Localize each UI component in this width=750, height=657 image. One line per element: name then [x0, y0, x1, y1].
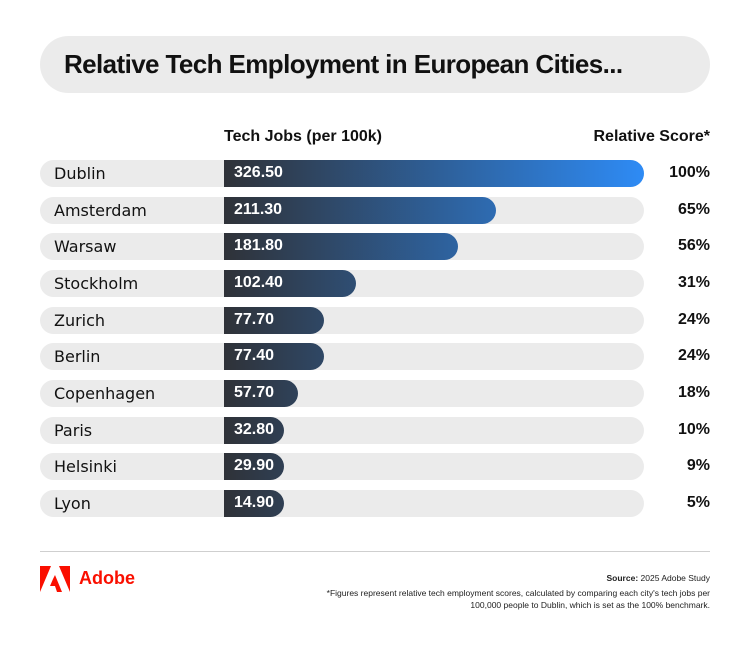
bar-value-label: 181.80: [234, 237, 283, 255]
relative-score-label: 65%: [677, 200, 710, 218]
bar-value-label: 102.40: [234, 274, 283, 291]
bar-track: [40, 306, 644, 334]
footer-divider: [40, 551, 710, 552]
bar-row: Stockholm 102.40 31%: [40, 270, 750, 297]
relative-score-label: 24%: [677, 347, 710, 365]
relative-score-label: 10%: [677, 420, 710, 438]
bar-track: [40, 416, 644, 444]
bar-row: Paris 32.80 10%: [40, 416, 750, 444]
brand-name: Adobe: [79, 568, 135, 588]
bar: 32.80: [224, 416, 284, 444]
title-banner: Relative Tech Employment in European Cit…: [40, 36, 710, 93]
bar: 77.40: [224, 343, 324, 371]
adobe-logo-icon: [40, 566, 70, 592]
city-label: Paris: [54, 420, 93, 440]
relative-score-label: 5%: [686, 494, 710, 512]
bar-value-label: 211.30: [234, 200, 283, 218]
bar-track: [40, 453, 644, 481]
bar: 77.70: [224, 306, 324, 334]
bar-value-label: 29.90: [234, 457, 275, 475]
relative-score-label: 9%: [686, 457, 710, 475]
bar-row: Dublin 326.50 100%: [40, 160, 750, 187]
relative-score-label: 31%: [677, 274, 710, 291]
city-label: Stockholm: [54, 274, 139, 293]
bar-value-label: 77.70: [234, 310, 275, 328]
bar: 211.30: [224, 196, 496, 224]
city-label: Berlin: [54, 347, 101, 367]
bar-value-label: 32.80: [234, 420, 275, 438]
footnote: *Figures represent relative tech employm…: [326, 588, 710, 610]
city-label: Copenhagen: [54, 384, 156, 404]
bar-track: [40, 380, 644, 408]
bar-row: Amsterdam 211.30 65%: [40, 196, 750, 224]
bar: 181.80: [224, 233, 458, 261]
bar-value-label: 57.70: [234, 384, 275, 402]
city-label: Amsterdam: [54, 200, 147, 220]
relative-score-label: 18%: [677, 384, 710, 402]
bar-row: Copenhagen 57.70 18%: [40, 380, 750, 408]
bar: 57.70: [224, 380, 299, 408]
bar: 29.90: [224, 453, 284, 481]
bar-row: Lyon 14.90 5%: [40, 490, 750, 518]
bar-row: Zurich 77.70 24%: [40, 306, 750, 334]
city-label: Warsaw: [54, 237, 117, 257]
bar-track: [40, 343, 644, 371]
city-label: Zurich: [54, 310, 106, 330]
bar-track: [40, 490, 644, 518]
relative-score-label: 100%: [669, 164, 710, 181]
source-text: 2025 Adobe Study: [638, 573, 710, 583]
bar-value-label: 14.90: [234, 494, 275, 512]
bar-row: Warsaw 181.80 56%: [40, 233, 750, 261]
bar-row: Berlin 77.40 24%: [40, 343, 750, 371]
city-label: Dublin: [54, 164, 106, 183]
bar: 102.40: [224, 270, 356, 297]
relative-score-label: 24%: [677, 310, 710, 328]
source-label: Source:: [606, 573, 639, 583]
bar-value-label: 326.50: [234, 164, 283, 181]
city-label: Helsinki: [54, 457, 117, 477]
chart-title: Relative Tech Employment in European Cit…: [64, 49, 623, 79]
bar: 326.50: [224, 160, 644, 187]
relative-score-label: 56%: [677, 237, 710, 255]
column-header-relative-score: Relative Score*: [593, 128, 710, 145]
bar-chart: Dublin 326.50 100% Amsterdam 211.30 65% Warsaw…: [40, 160, 750, 518]
city-label: Lyon: [54, 494, 91, 514]
source-line: Source: 2025 Adobe Study: [607, 573, 711, 583]
bar: 14.90: [224, 490, 284, 518]
column-header-tech-jobs: Tech Jobs (per 100k): [224, 128, 382, 145]
bar-value-label: 77.40: [234, 347, 275, 365]
bar-row: Helsinki 29.90 9%: [40, 453, 750, 481]
